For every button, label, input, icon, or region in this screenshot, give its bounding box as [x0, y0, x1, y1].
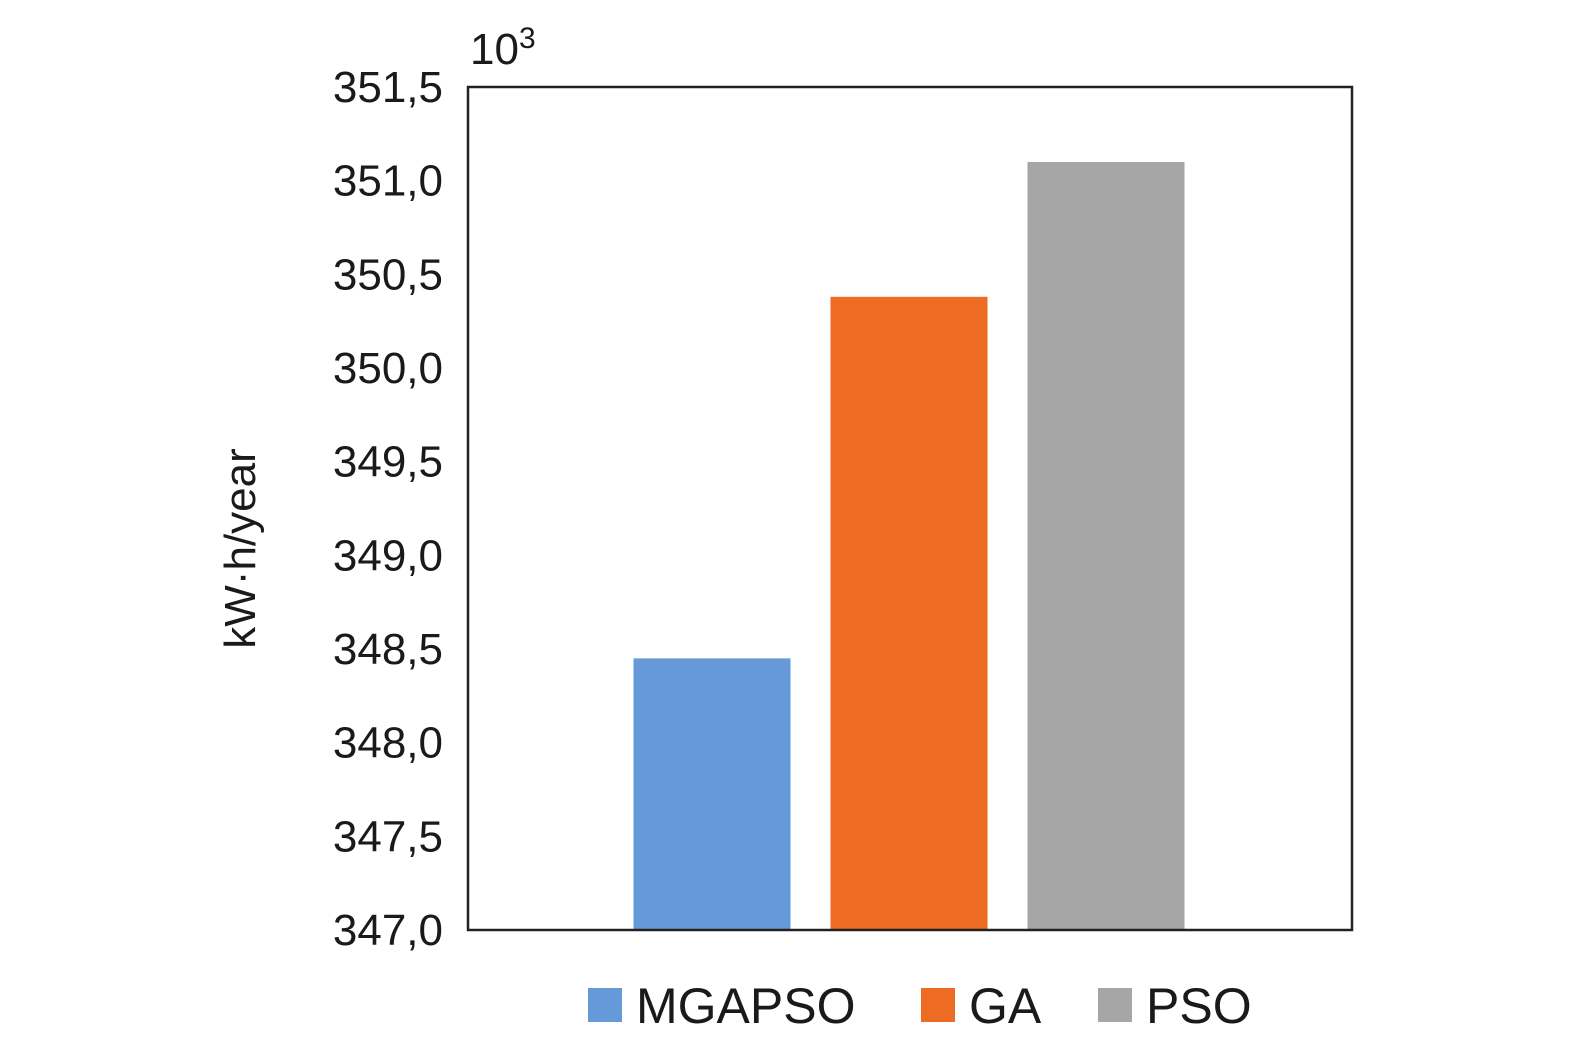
y-tick-label: 347,0	[333, 906, 443, 955]
y-tick-label: 349,5	[333, 438, 443, 487]
y-tick-label: 347,5	[333, 812, 443, 861]
y-tick-label: 349,0	[333, 531, 443, 580]
legend-label-mgapso: MGAPSO	[636, 978, 855, 1034]
y-tick-label: 348,0	[333, 719, 443, 768]
bar-pso	[1027, 161, 1185, 930]
y-axis-ticks: 347,0 347,5 348,0 348,5 349,0 349,5 350,0 350,5…	[333, 63, 443, 955]
y-tick-label: 351,5	[333, 63, 443, 112]
legend-swatch-pso	[1098, 988, 1132, 1022]
bar-mgapso	[633, 658, 791, 930]
legend: MGAPSO GA PSO	[588, 978, 1252, 1034]
bar-ga	[830, 296, 988, 930]
y-axis-multiplier: 103	[470, 22, 536, 74]
y-tick-label: 348,5	[333, 625, 443, 674]
multiplier-base: 10	[470, 25, 519, 74]
multiplier-exponent: 3	[519, 22, 536, 55]
y-axis-title: kW·h/year	[216, 448, 265, 648]
legend-label-ga: GA	[969, 978, 1042, 1034]
legend-swatch-ga	[921, 988, 955, 1022]
bars	[633, 161, 1185, 930]
y-tick-label: 350,0	[333, 344, 443, 393]
plot-area-frame	[466, 85, 1354, 932]
y-tick-label: 350,5	[333, 250, 443, 299]
legend-label-pso: PSO	[1146, 978, 1252, 1034]
legend-swatch-mgapso	[588, 988, 622, 1022]
y-tick-label: 351,0	[333, 157, 443, 206]
